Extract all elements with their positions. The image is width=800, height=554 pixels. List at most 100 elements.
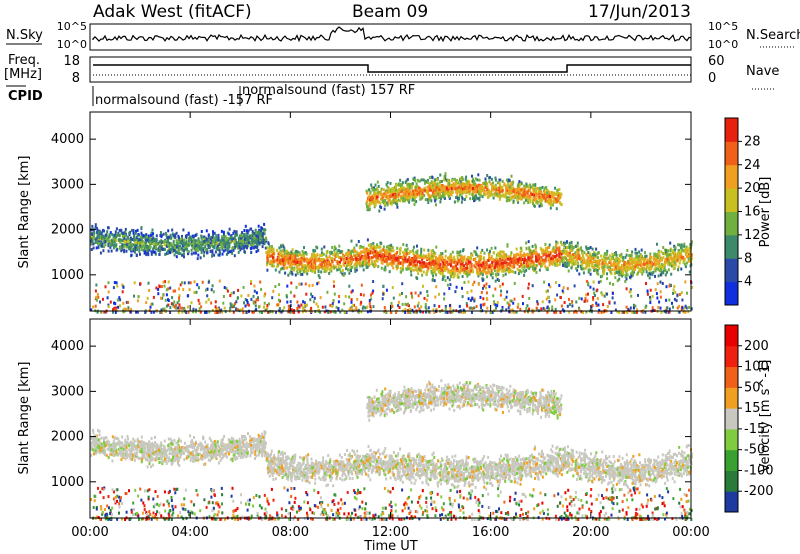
echo-pixel — [432, 263, 435, 267]
echo-pixel — [414, 191, 417, 195]
echo-pixel — [496, 278, 499, 281]
echo-pixel — [430, 186, 433, 190]
echo-pixel — [466, 269, 469, 273]
echo-pixel — [214, 250, 217, 254]
echo-pixel — [527, 261, 530, 265]
echo-pixel — [337, 252, 340, 256]
echo-pixel — [669, 241, 672, 245]
echo-pixel — [620, 266, 623, 270]
echo-pixel — [450, 187, 453, 191]
echo-pixel — [570, 244, 573, 248]
echo-pixel — [391, 260, 394, 264]
echo-pixel — [443, 178, 445, 182]
echo-pixel — [255, 231, 258, 234]
echo-pixel — [379, 257, 382, 261]
echo-pixel — [505, 266, 508, 269]
echo-pixel — [388, 270, 391, 274]
echo-pixel — [387, 257, 390, 261]
echo-pixel — [689, 250, 691, 254]
echo-pixel — [477, 192, 480, 196]
echo-pixel — [390, 246, 393, 250]
echo-pixel — [402, 199, 405, 203]
echo-pixel — [403, 259, 405, 263]
echo-pixel — [682, 249, 685, 253]
echo-pixel — [267, 252, 270, 255]
echo-pixel — [137, 241, 140, 245]
echo-pixel — [453, 273, 456, 277]
echo-pixel — [108, 243, 111, 247]
echo-pixel — [190, 239, 193, 243]
echo-pixel — [510, 260, 513, 264]
echo-pixel — [431, 272, 434, 275]
echo-pixel — [461, 275, 464, 278]
echo-pixel — [556, 200, 559, 204]
echo-pixel — [592, 255, 595, 259]
echo-pixel — [535, 257, 538, 261]
echo-pixel — [232, 246, 235, 249]
echo-pixel — [558, 252, 561, 256]
echo-pixel — [481, 278, 484, 282]
echo-pixel — [141, 234, 144, 238]
echo-pixel — [416, 244, 418, 248]
echo-pixel — [426, 180, 429, 184]
echo-pixel — [299, 267, 302, 271]
echo-pixel — [290, 271, 293, 274]
echo-pixel — [241, 231, 243, 235]
echo-pixel — [442, 274, 444, 278]
echo-pixel — [552, 191, 555, 195]
echo-pixel — [520, 181, 523, 185]
echo-pixel — [430, 257, 432, 261]
echo-pixel — [409, 183, 412, 187]
echo-pixel — [174, 233, 177, 237]
echo-pixel — [251, 239, 254, 243]
echo-pixel — [622, 264, 624, 268]
echo-pixel — [321, 261, 324, 265]
echo-pixel — [540, 204, 543, 207]
echo-pixel — [294, 258, 297, 262]
echo-pixel — [478, 185, 481, 189]
echo-pixel — [532, 188, 535, 192]
echo-pixel — [504, 191, 507, 195]
echo-pixel — [534, 245, 537, 249]
echo-pixel — [395, 183, 398, 187]
echo-pixel — [167, 238, 169, 242]
echo-pixel — [513, 191, 516, 195]
echo-pixel — [423, 255, 426, 259]
echo-pixel — [511, 264, 513, 268]
echo-pixel — [388, 250, 391, 254]
echo-pixel — [554, 197, 557, 201]
echo-pixel — [438, 185, 441, 188]
nave-tick-low: 0 — [708, 71, 716, 86]
echo-pixel — [420, 247, 423, 251]
echo-pixel — [559, 251, 562, 255]
echo-pixel — [474, 190, 477, 194]
echo-pixel — [678, 255, 681, 259]
echo-pixel — [342, 273, 345, 277]
echo-pixel — [531, 199, 534, 203]
echo-pixel — [452, 257, 455, 261]
echo-pixel — [388, 247, 390, 251]
echo-pixel — [244, 224, 247, 228]
nsearch-tick-high: 10^5 — [708, 20, 738, 33]
echo-pixel — [412, 249, 415, 253]
echo-pixel — [253, 246, 256, 250]
echo-pixel — [406, 186, 409, 190]
echo-pixel — [213, 231, 216, 235]
echo-pixel — [389, 181, 392, 185]
echo-pixel — [437, 269, 440, 272]
echo-pixel — [105, 236, 108, 239]
echo-pixel — [252, 232, 255, 235]
echo-pixel — [473, 190, 475, 193]
echo-pixel — [675, 255, 678, 259]
echo-pixel — [477, 190, 480, 194]
echo-pixel — [468, 192, 471, 196]
echo-pixel — [450, 191, 453, 195]
echo-pixel — [161, 244, 164, 248]
echo-pixel — [122, 234, 124, 238]
echo-pixel — [108, 239, 111, 243]
echo-pixel — [421, 273, 424, 277]
echo-pixel — [196, 257, 199, 261]
echo-pixel — [454, 179, 457, 183]
echo-pixel — [524, 186, 527, 190]
echo-pixel — [461, 195, 463, 199]
